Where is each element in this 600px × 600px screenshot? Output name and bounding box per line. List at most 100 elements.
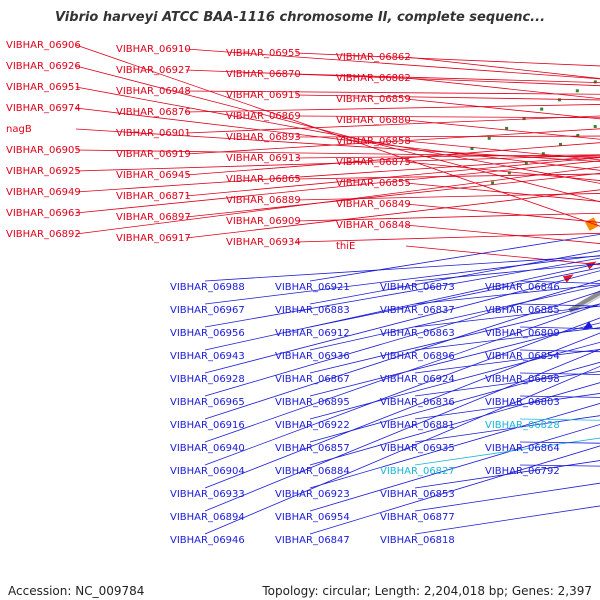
gene-label-reverse: VIBHAR_06965 [170, 397, 245, 408]
gene-label-reverse: VIBHAR_06988 [170, 282, 245, 293]
gene-label-forward: VIBHAR_06897 [116, 212, 191, 223]
leader-line [309, 341, 600, 420]
gene-label-reverse: VIBHAR_06792 [485, 466, 560, 477]
gene-label-forward: VIBHAR_06855 [336, 178, 411, 189]
ring-dot [559, 142, 562, 146]
gene-label-forward: VIBHAR_06849 [336, 199, 411, 210]
gene-label-forward: VIBHAR_06871 [116, 191, 191, 202]
gene-label-reverse: VIBHAR_06883 [275, 305, 350, 316]
gene-label-reverse: VIBHAR_06846 [485, 282, 560, 293]
gene-label-forward: VIBHAR_06875 [336, 157, 411, 168]
gene-label-forward: VIBHAR_06848 [336, 220, 411, 231]
leader-line [204, 348, 600, 512]
gene-label-reverse: VIBHAR_06847 [275, 535, 350, 546]
gene-label-forward: VIBHAR_06945 [116, 170, 191, 181]
leader-line [414, 263, 600, 282]
leader-line [309, 267, 600, 328]
gene-label-reverse: VIBHAR_06956 [170, 328, 245, 339]
gene-label-reverse: VIBHAR_06818 [380, 535, 455, 546]
ring-dot [576, 133, 580, 137]
ring-dot [558, 98, 561, 102]
gene-label-forward: VIBHAR_06869 [226, 111, 301, 122]
gene-label-reverse: VIBHAR_06933 [170, 489, 245, 500]
ring-dot [541, 152, 545, 156]
leader-line [75, 149, 600, 158]
leader-line [185, 189, 600, 239]
map-title: Vibrio harveyi ATCC BAA-1116 chromosome … [54, 10, 546, 25]
gene-label-reverse: VIBHAR_06943 [170, 351, 245, 362]
ring-dot [507, 171, 511, 175]
ring-dot [575, 89, 579, 93]
gene-label-forward: VIBHAR_06909 [226, 216, 301, 227]
gene-label-reverse: VIBHAR_06853 [380, 489, 455, 500]
gene-label-reverse: VIBHAR_06894 [170, 512, 245, 523]
leader-line [295, 73, 600, 84]
leader-line [204, 303, 600, 443]
leader-line [204, 270, 600, 374]
feature-block [584, 217, 599, 231]
chromosome-backbone [568, 290, 600, 314]
leader-line [75, 166, 600, 235]
leader-line [204, 257, 600, 328]
leader-line [185, 48, 600, 80]
gene-label-reverse: VIBHAR_06935 [380, 443, 455, 454]
gene-label-forward: VIBHAR_06906 [6, 40, 81, 51]
leader-line [204, 332, 600, 489]
gene-label-forward: VIBHAR_06910 [116, 44, 191, 55]
gene-label-forward: VIBHAR_06876 [116, 107, 191, 118]
leader-line [204, 290, 600, 420]
leader-line [295, 52, 600, 67]
outer-dotted-rings [470, 80, 597, 185]
gene-label-reverse: VIBHAR_06828 [485, 420, 560, 431]
ring-dot [487, 136, 491, 140]
ring-dot [593, 125, 597, 128]
ring-dot [540, 107, 544, 111]
gene-label-reverse: VIBHAR_06884 [275, 466, 350, 477]
gene-label-reverse: VIBHAR_06854 [485, 351, 560, 362]
gene-label-forward: VIBHAR_06859 [336, 94, 411, 105]
gene-label-reverse: VIBHAR_06954 [275, 512, 350, 523]
gene-label-reverse: VIBHAR_06967 [170, 305, 245, 316]
backbone-arc [568, 290, 600, 314]
ring-dot [491, 181, 495, 185]
gene-label-forward: VIBHAR_06974 [6, 103, 81, 114]
leader-line [204, 317, 600, 466]
gene-label-forward: VIBHAR_06882 [336, 73, 411, 84]
leader-line [309, 322, 600, 397]
ring-dot [524, 161, 528, 165]
gene-label-forward: VIBHAR_06913 [226, 153, 301, 164]
gene-label-reverse: VIBHAR_06877 [380, 512, 455, 523]
gene-label-reverse: VIBHAR_06873 [380, 282, 455, 293]
gene-label-reverse: VIBHAR_06885 [485, 305, 560, 316]
leader-line [75, 128, 600, 163]
leader-line [309, 303, 600, 374]
gene-label-forward: VIBHAR_06901 [116, 128, 191, 139]
gene-label-reverse: VIBHAR_06895 [275, 397, 350, 408]
gene-label-reverse: VIBHAR_06924 [380, 374, 455, 385]
gene-label-forward: VIBHAR_06858 [336, 136, 411, 147]
topology-summary: Topology: circular; Length: 2,204,018 bp… [262, 584, 592, 598]
gene-label-forward: VIBHAR_06892 [6, 229, 81, 240]
gene-label-forward: VIBHAR_06948 [116, 86, 191, 97]
leader-line [185, 172, 600, 218]
gene-label-reverse: VIBHAR_06896 [380, 351, 455, 362]
gene-label-forward: VIBHAR_06880 [336, 115, 411, 126]
leader-line [185, 69, 600, 87]
leader-line [309, 403, 600, 489]
gene-label-reverse: VIBHAR_06837 [380, 305, 455, 316]
leader-line [295, 115, 600, 119]
leader-line [185, 157, 600, 197]
gene-label-forward: VIBHAR_06963 [6, 208, 81, 219]
leader-line [309, 285, 600, 351]
label-leaders [75, 44, 600, 535]
leader-line [295, 232, 600, 243]
leader-line [309, 424, 600, 512]
leader-line [309, 445, 600, 535]
leader-line [295, 154, 600, 159]
gene-label-reverse: VIBHAR_06857 [275, 443, 350, 454]
gene-label-reverse: VIBHAR_06921 [275, 282, 350, 293]
leader-line [185, 128, 600, 155]
ring-dot [470, 147, 474, 150]
leader-line [75, 160, 600, 214]
